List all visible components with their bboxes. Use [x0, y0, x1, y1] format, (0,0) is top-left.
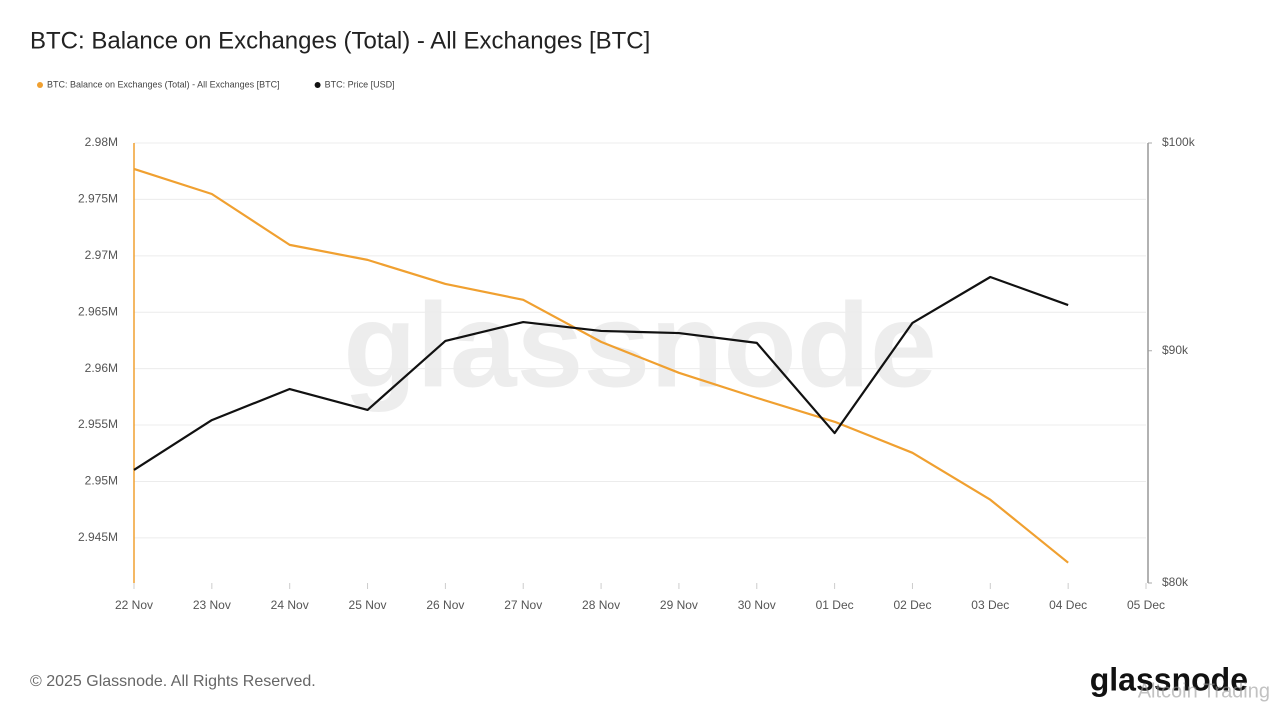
x-tick-label: 05 Dec [1127, 598, 1165, 612]
legend-swatch [314, 82, 321, 88]
x-tick-label: 23 Nov [193, 598, 231, 612]
logo: glassnode [1090, 661, 1248, 697]
x-tick-label: 27 Nov [504, 598, 542, 612]
x-tick-label: 22 Nov [115, 598, 153, 612]
y2-tick-label: $90k [1162, 343, 1189, 357]
series-line [133, 275, 1069, 471]
x-tick-label: 26 Nov [426, 598, 464, 612]
y-tick-label: 2.945M [78, 530, 118, 544]
y-tick-label: 2.95M [85, 474, 118, 488]
legend-swatch [37, 82, 43, 88]
y2-tick-label: $100k [1162, 135, 1196, 149]
x-tick-label: 04 Dec [1049, 598, 1087, 612]
y-tick-label: 2.98M [85, 135, 118, 149]
series-line [133, 167, 1069, 564]
x-tick-label: 30 Nov [738, 598, 776, 612]
y-tick-label: 2.955M [78, 417, 118, 431]
x-tick-label: 25 Nov [349, 598, 387, 612]
x-tick-label: 02 Dec [893, 598, 931, 612]
footer: © 2025 Glassnode. All Rights Reserved. [30, 673, 316, 690]
y-tick-label: 2.96M [85, 361, 118, 375]
x-tick-label: 03 Dec [971, 598, 1009, 612]
x-tick-label: 29 Nov [660, 598, 698, 612]
y-tick-label: 2.965M [78, 304, 118, 318]
watermark: glassnode [343, 279, 937, 413]
x-tick-label: 28 Nov [582, 598, 620, 612]
y-tick-label: 2.975M [78, 192, 118, 206]
chart-title: BTC: Balance on Exchanges (Total) - All … [30, 27, 650, 54]
legend-label: BTC: Price [USD] [325, 79, 395, 89]
y-tick-label: 2.97M [85, 248, 118, 262]
x-tick-label: 24 Nov [271, 598, 309, 612]
legend-label: BTC: Balance on Exchanges (Total) - All … [47, 79, 280, 89]
x-tick-label: 01 Dec [816, 598, 854, 612]
y2-tick-label: $80k [1162, 575, 1189, 589]
overlay-watermark: Altcoin Trading [1138, 680, 1270, 702]
